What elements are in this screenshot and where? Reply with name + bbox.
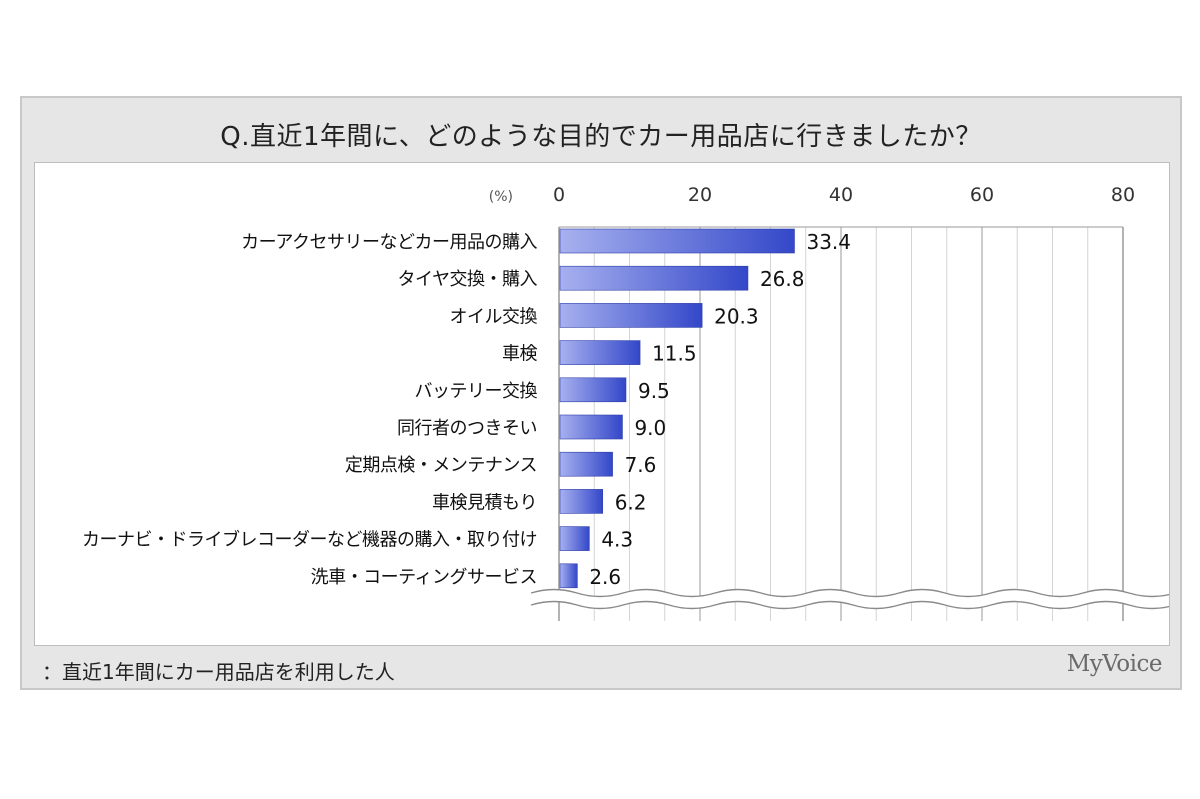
value-label: 9.5 <box>638 379 670 403</box>
category-label: バッテリー交換 <box>415 381 538 402</box>
unit-label: (%) <box>489 189 513 205</box>
bar <box>559 489 604 514</box>
bar <box>559 451 613 477</box>
bar <box>559 563 578 589</box>
bar <box>559 265 749 291</box>
category-label: カーナビ・ドライブレコーダーなど機器の購入・取り付け <box>82 529 537 551</box>
bar <box>559 340 641 365</box>
value-label: 2.6 <box>589 565 621 589</box>
category-label: 洗車・コーティングサービス <box>311 567 537 588</box>
myvoice-logo: MyVoice <box>1066 651 1163 677</box>
value-label: 7.6 <box>625 453 657 477</box>
value-label: 20.3 <box>714 304 759 328</box>
x-tick-label: 60 <box>970 184 994 206</box>
x-tick-label: 0 <box>553 184 565 206</box>
category-label: 車検 <box>502 344 537 365</box>
x-tick-label: 80 <box>1111 184 1135 206</box>
category-label: 同行者のつきそい <box>397 418 537 439</box>
bar <box>559 303 703 328</box>
footnote: ：直近1年間にカー用品店を利用した人 <box>42 660 395 684</box>
category-label: 定期点検・メンテナンス <box>345 455 537 476</box>
bar <box>559 377 627 403</box>
value-label: 33.4 <box>806 230 851 254</box>
value-label: 26.8 <box>760 267 805 291</box>
x-tick-label: 40 <box>829 184 853 206</box>
x-tick-label: 20 <box>688 184 712 206</box>
bar-chart: 0 20 40 60 80 (%) カーアクセサリーなどカー用品の購入 33.4 タイヤ交換・購… <box>82 184 1177 621</box>
bar <box>559 414 623 440</box>
category-label: カーアクセサリーなどカー用品の購入 <box>241 232 537 253</box>
plot-panel: 0 20 40 60 80 (%) カーアクセサリーなどカー用品の購入 33.4 タイヤ交換・購… <box>34 162 1177 646</box>
category-label: オイル交換 <box>450 306 538 327</box>
bar <box>559 228 795 254</box>
axis-break-line <box>530 588 1176 598</box>
axis-break-line <box>530 600 1176 610</box>
value-label: 4.3 <box>601 528 633 552</box>
chart-title: Q.直近1年間に、どのような目的でカー用品店に行きましたか？ <box>220 122 982 152</box>
bar <box>559 526 590 551</box>
chart-frame: Q.直近1年間に、どのような目的でカー用品店に行きましたか？ 0 20 40 60 80… <box>20 96 1182 690</box>
value-label: 6.2 <box>615 490 647 514</box>
value-label: 9.0 <box>634 416 666 440</box>
category-label: 車検見積もり <box>432 492 537 513</box>
axis-break-band <box>529 589 1177 609</box>
category-label: タイヤ交換・購入 <box>398 269 538 290</box>
value-label: 11.5 <box>652 342 697 366</box>
